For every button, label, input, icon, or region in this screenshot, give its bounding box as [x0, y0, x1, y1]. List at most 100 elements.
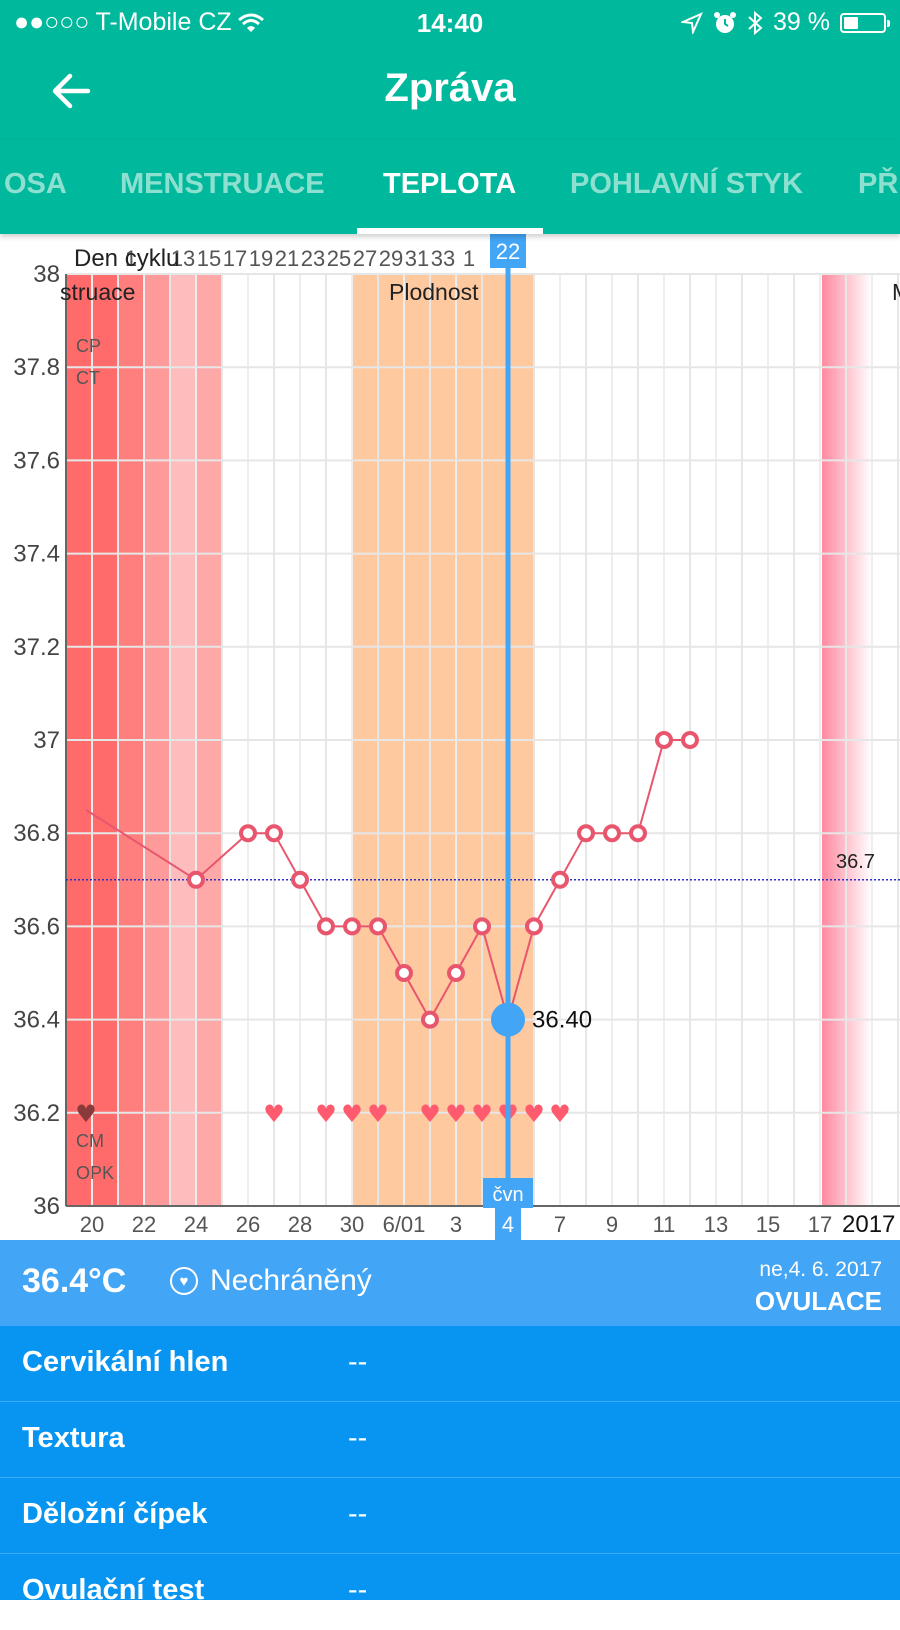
- intercourse-heart-icon[interactable]: ♥: [341, 1100, 363, 1128]
- temperature-point[interactable]: [629, 824, 647, 843]
- day-summary-bar: 36.4°C ♥ Nechráněný ne,4. 6. 2017 OVULAC…: [0, 1240, 900, 1326]
- intercourse-heart-icon[interactable]: ♥: [367, 1100, 389, 1128]
- signal-strength: ●●○○○: [14, 8, 90, 36]
- intercourse-heart-icon[interactable]: ♥: [549, 1100, 571, 1128]
- detail-value: --: [348, 1498, 368, 1530]
- year-label: 2017: [842, 1211, 895, 1238]
- temperature-point[interactable]: [473, 917, 491, 936]
- detail-row-texture[interactable]: Textura --: [0, 1402, 900, 1478]
- temperature-point[interactable]: [447, 964, 465, 982]
- cycle-day-tick: 19: [249, 246, 273, 271]
- selected-month: čvn: [492, 1184, 523, 1206]
- detail-value: --: [348, 1346, 368, 1378]
- y-tick-label: 36.8: [13, 820, 60, 847]
- temperature-point[interactable]: [239, 824, 257, 843]
- temperature-point[interactable]: [343, 917, 361, 936]
- selected-value-label: 36.40: [532, 1007, 592, 1034]
- intercourse-heart-icon[interactable]: ♥: [315, 1100, 337, 1128]
- detail-row-cervical-mucus[interactable]: Cervikální hlen --: [0, 1326, 900, 1402]
- date-tick: 20: [80, 1212, 104, 1237]
- date-tick: 17: [808, 1212, 832, 1237]
- row-label-ct: CT: [76, 368, 100, 388]
- date-tick: 15: [756, 1212, 780, 1237]
- tab-teplota[interactable]: TEPLOTA: [383, 168, 517, 200]
- intercourse-heart-icon[interactable]: ♥: [471, 1100, 493, 1128]
- selected-cycle-day: 22: [496, 239, 520, 264]
- intercourse-heart-icon[interactable]: ♥: [263, 1100, 285, 1128]
- cycle-day-tick: 1: [463, 246, 475, 271]
- intercourse-heart-icon[interactable]: ♥: [75, 1100, 97, 1128]
- date-tick: 9: [606, 1212, 618, 1237]
- detail-row-cervix[interactable]: Děložní čípek --: [0, 1478, 900, 1554]
- tab-bar: OSA MENSTRUACE TEPLOTA POHLAVNÍ STYK PŘ: [0, 140, 900, 234]
- detail-label: Cervikální hlen: [22, 1346, 229, 1378]
- date-tick: 24: [184, 1212, 208, 1237]
- active-tab-indicator: [357, 228, 543, 234]
- intercourse-heart-icon[interactable]: ♥: [419, 1100, 441, 1128]
- tab-menstruace[interactable]: MENSTRUACE: [120, 168, 325, 200]
- cycle-day-tick: 31: [405, 246, 429, 271]
- temperature-point[interactable]: [265, 824, 283, 843]
- date-tick: 6/01: [383, 1212, 426, 1237]
- temperature-point[interactable]: [317, 917, 335, 936]
- row-label-cp: CP: [76, 336, 101, 356]
- temperature-point[interactable]: [395, 964, 413, 982]
- date-tick: 26: [236, 1212, 260, 1237]
- y-tick-label: 36.2: [13, 1100, 60, 1127]
- page-title: Zpráva: [384, 66, 516, 110]
- temperature-point[interactable]: [603, 824, 621, 843]
- cycle-day-tick: 1: [125, 246, 137, 271]
- temperature-point[interactable]: [551, 870, 569, 889]
- temperature-point[interactable]: [291, 870, 309, 889]
- selected-date: 4: [502, 1212, 514, 1237]
- app-bar: Zpráva: [0, 44, 900, 140]
- arrow-left-icon[interactable]: [48, 68, 94, 114]
- tab-osa[interactable]: OSA: [4, 168, 67, 200]
- alarm-icon: [714, 11, 737, 33]
- temperature-point[interactable]: [655, 731, 673, 749]
- detail-label: Textura: [22, 1422, 125, 1454]
- date-tick: 30: [340, 1212, 364, 1237]
- temperature-value: 36.4°C: [22, 1262, 127, 1300]
- tab-pohlavni-styk[interactable]: POHLAVNÍ STYK: [570, 168, 804, 200]
- battery-icon: [840, 12, 890, 33]
- temperature-point[interactable]: [187, 870, 205, 889]
- date-tick: 22: [132, 1212, 156, 1237]
- cycle-day-tick: 29: [379, 246, 403, 271]
- date-tick: 28: [288, 1212, 312, 1237]
- temperature-point[interactable]: [369, 917, 387, 936]
- y-tick-label: 37: [33, 727, 60, 754]
- y-tick-label: 37.4: [13, 541, 60, 568]
- temperature-point[interactable]: [577, 824, 595, 843]
- band-label-fertile: Plodnost: [389, 279, 479, 305]
- intercourse-heart-icon[interactable]: ♥: [523, 1100, 545, 1128]
- temperature-point[interactable]: [525, 917, 543, 936]
- y-tick-label: 37.2: [13, 634, 60, 661]
- band-label-next-menstruation: M: [892, 279, 900, 305]
- protection-status[interactable]: ♥ Nechráněný: [170, 1264, 372, 1298]
- bluetooth-icon: [748, 10, 763, 35]
- y-tick-label: 36.6: [13, 913, 60, 940]
- detail-label: Děložní čípek: [22, 1498, 208, 1530]
- cycle-day-tick: 25: [327, 246, 351, 271]
- row-label-opk: OPK: [76, 1163, 114, 1183]
- date-tick: 7: [554, 1212, 566, 1237]
- selection-cursor[interactable]: 22 čvn 4 36.40: [483, 234, 592, 1240]
- battery-percent: 39 %: [773, 8, 830, 36]
- wifi-icon: [237, 13, 264, 32]
- temperature-point[interactable]: [681, 731, 699, 749]
- date-tick: 11: [653, 1212, 676, 1237]
- details-list: Cervikální hlen -- Textura -- Děložní čí…: [0, 1326, 900, 1630]
- detail-label: Ovulační test: [22, 1574, 205, 1606]
- selected-point[interactable]: [491, 1002, 525, 1037]
- intercourse-heart-icon[interactable]: ♥: [445, 1100, 467, 1128]
- temperature-chart[interactable]: 38 37.8 37.6 37.4 37.2 37 36.8 36.6 36.4 36.2 36 1…: [0, 234, 900, 1240]
- temperature-point[interactable]: [421, 1010, 439, 1029]
- detail-row-ovulation-test[interactable]: Ovulační test --: [0, 1554, 900, 1630]
- carrier-name: T-Mobile CZ: [95, 8, 232, 36]
- tab-pr[interactable]: PŘ: [858, 168, 899, 200]
- cycle-day-axis-label: Den cyklu: [74, 245, 179, 272]
- detail-value: --: [348, 1422, 368, 1454]
- cycle-day-tick: 15: [197, 246, 221, 271]
- cycle-day-tick: 27: [353, 246, 377, 271]
